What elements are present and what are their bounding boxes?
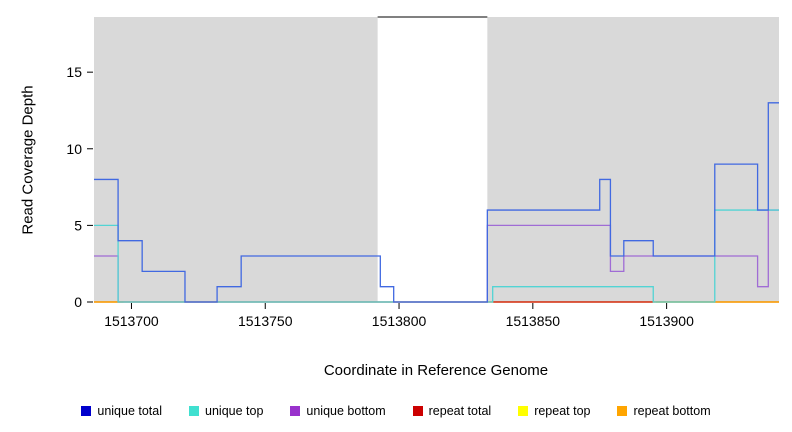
legend: unique total unique top unique bottom repea… xyxy=(0,399,792,423)
legend-label: unique bottom xyxy=(306,404,386,418)
legend-swatch-repeat-total xyxy=(412,406,423,416)
x-tick-label: 1513850 xyxy=(506,313,561,329)
uncovered-region xyxy=(377,17,488,302)
legend-item-unique-bottom: unique bottom xyxy=(290,404,386,418)
legend-item-unique-total: unique total xyxy=(81,404,162,418)
y-tick-label: 15 xyxy=(66,64,82,80)
x-tick-label: 1513800 xyxy=(372,313,427,329)
legend-swatch-unique-top xyxy=(189,406,200,416)
legend-swatch-repeat-bottom xyxy=(617,406,628,416)
legend-item-repeat-total: repeat total xyxy=(412,404,492,418)
y-tick-label: 10 xyxy=(66,141,82,157)
x-axis-title: Coordinate in Reference Genome xyxy=(323,362,549,379)
y-axis-title: Read Coverage Depth xyxy=(19,85,37,235)
legend-label: repeat bottom xyxy=(633,404,711,418)
x-tick-label: 1513900 xyxy=(639,313,694,329)
legend-label: unique total xyxy=(97,404,163,418)
legend-swatch-unique-total xyxy=(81,406,92,416)
legend-label: unique top xyxy=(205,404,264,418)
legend-item-repeat-bottom: repeat bottom xyxy=(617,404,711,418)
y-tick-label: 0 xyxy=(74,294,82,310)
legend-item-unique-top: unique top xyxy=(189,404,263,418)
y-tick-label: 5 xyxy=(74,217,82,233)
x-tick-label: 1513700 xyxy=(104,313,159,329)
x-tick-label: 1513750 xyxy=(238,313,293,329)
legend-item-repeat-top: repeat top xyxy=(518,404,590,418)
legend-label: repeat total xyxy=(428,404,492,418)
legend-swatch-unique-bottom xyxy=(290,406,301,416)
series-line-unique-total xyxy=(94,102,779,303)
legend-label: repeat top xyxy=(534,404,591,418)
legend-swatch-repeat-top xyxy=(518,406,529,416)
